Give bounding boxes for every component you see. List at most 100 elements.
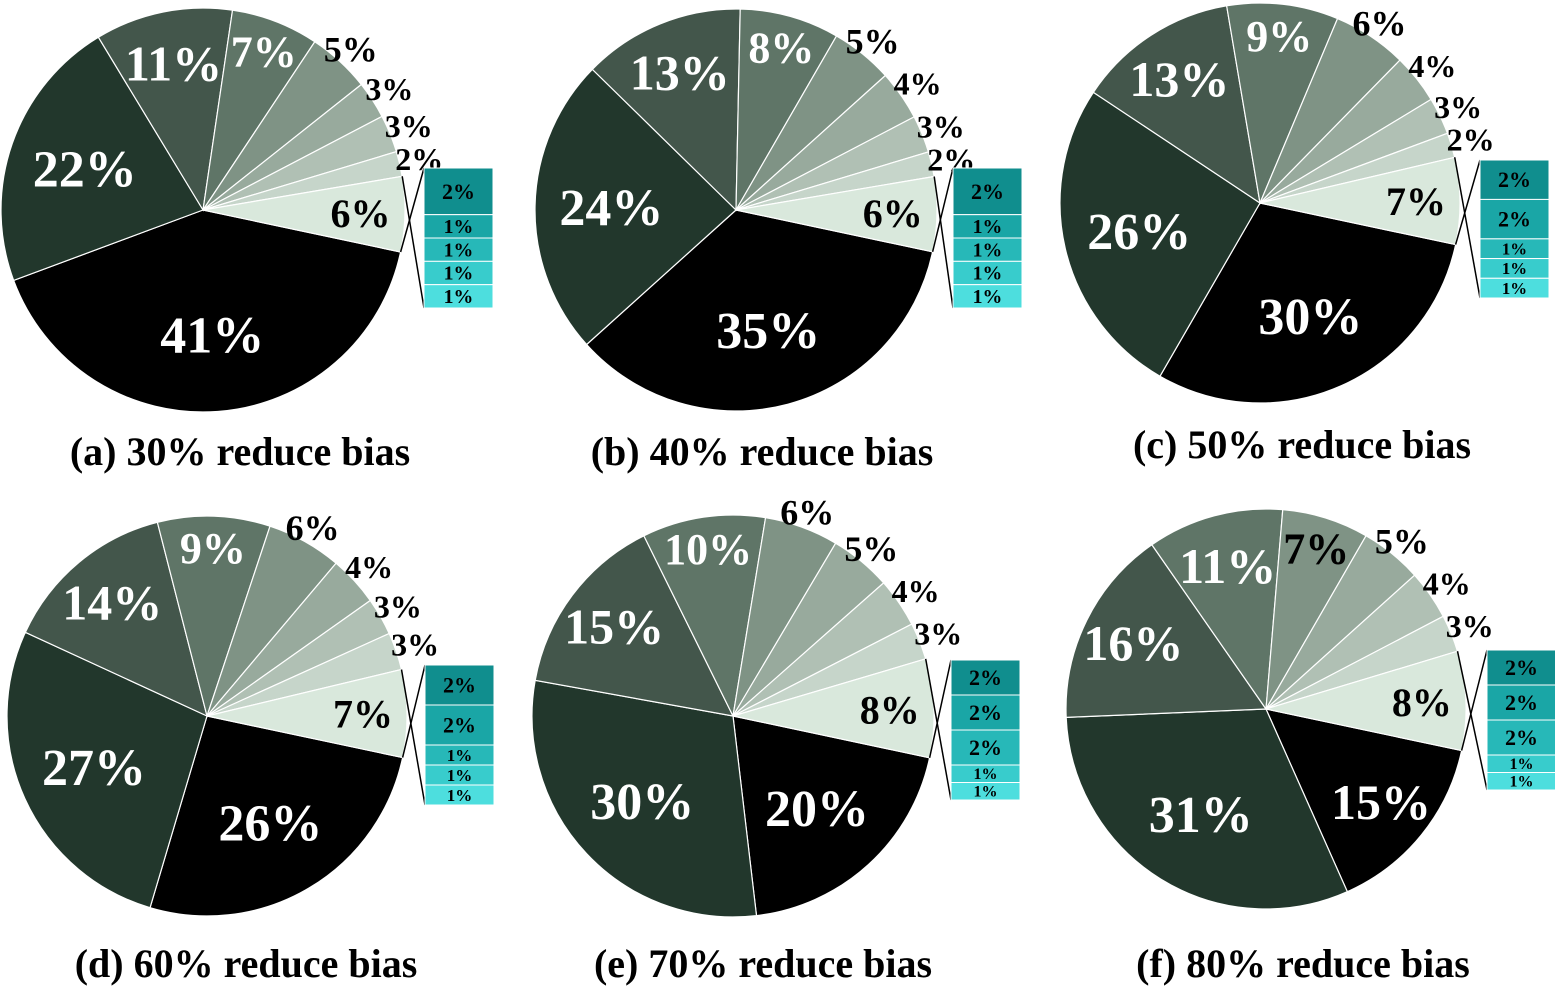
pie-slice (156, 515, 271, 719)
connector-line (1460, 649, 1488, 751)
breakout-label: 1% (444, 263, 474, 285)
pie-slice (1264, 708, 1463, 893)
pie-slice-label: 3% (391, 627, 439, 663)
pie-slice-label: 16% (1083, 615, 1183, 671)
breakout-segment (1486, 719, 1555, 756)
pie-slice-label: 30% (590, 774, 694, 831)
pie-slice-label: 7% (231, 28, 297, 77)
pie-slice-label: 13% (1129, 51, 1229, 107)
breakout-label: 2% (443, 713, 476, 738)
pie-slice-label: 35% (716, 303, 820, 360)
breakout-label: 2% (1498, 167, 1531, 192)
pie-slice (643, 514, 767, 718)
connector-line (1453, 157, 1481, 299)
pie-slice-label: 9% (180, 524, 246, 573)
pie-slice-label: 7% (333, 692, 393, 737)
pie-panel-1: 41%22%11% 7% 5%3%3%2%6% 2%1%1%1%1%(a) 30% r… (0, 7, 494, 474)
breakout-label: 1% (1510, 774, 1534, 791)
pie-slice-label: 6% (863, 191, 923, 236)
pie-slice-label: 6% (286, 508, 340, 548)
breakout-label: 1% (1502, 259, 1527, 278)
breakout-segment (424, 664, 495, 706)
breakout-label: 2% (971, 179, 1004, 204)
pie-slice-label: 9% (1246, 12, 1312, 61)
pie-slice (1065, 543, 1268, 719)
pie-slice (12, 209, 402, 413)
connector-line (401, 664, 426, 758)
breakout-segment (1479, 277, 1550, 299)
breakout-label: 1% (444, 216, 474, 238)
pie-slice-label: 14% (62, 574, 162, 630)
breakout-segment (950, 782, 1021, 801)
pie-slice-label: 41% (160, 308, 264, 365)
pie-slice-label: 26% (1087, 204, 1191, 261)
breakout-label: 1% (974, 784, 998, 801)
pie-slice-label: 31% (1149, 787, 1253, 844)
pie-slice (732, 715, 931, 917)
breakout-label: 1% (447, 746, 473, 765)
breakout-segment (424, 704, 495, 746)
chart-caption: (e) 70% reduce bias (594, 941, 932, 986)
pie-slice-label: 8% (748, 23, 814, 72)
pie-slice (24, 521, 208, 718)
pie-slice-label: 5% (324, 30, 378, 70)
breakout-label: 1% (1502, 239, 1527, 258)
pie-panel-3: 30%26%13%9% 6%4%3%2%7% 2%2%1%1%1%(c) 50% r… (1059, 2, 1550, 467)
chart-caption: (d) 60% reduce bias (75, 941, 418, 986)
pie-slice-label: 4% (894, 66, 942, 102)
pie-slice (1151, 508, 1284, 711)
pie-slice (1159, 202, 1457, 404)
breakout-label: 2% (1505, 725, 1538, 750)
pie-slice-label: 22% (33, 142, 137, 199)
breakout-label: 1% (973, 216, 1003, 238)
pie-slice-label: 4% (1408, 48, 1456, 84)
pie-slice-label: 6% (331, 191, 391, 236)
breakout-label: 1% (1502, 279, 1527, 298)
pie-slice-label: 3% (917, 108, 965, 144)
breakout-label: 1% (444, 239, 474, 261)
pie-slice-label: 8% (860, 687, 920, 732)
pie-slice-label: 5% (1375, 521, 1429, 561)
breakout-label: 2% (1505, 655, 1538, 680)
pie-slice-label: 7% (1283, 525, 1349, 574)
pie-slice-label: 13% (630, 44, 730, 100)
pie-slice-label: 6% (780, 492, 834, 532)
pie-slice-label: 5% (844, 529, 898, 569)
breakout-segment (952, 284, 1023, 309)
pie-slice-label: 11% (125, 36, 222, 92)
connector-line (400, 669, 426, 806)
pie-slice-label: 15% (1331, 774, 1431, 830)
chart-caption: (a) 30% reduce bias (70, 429, 410, 474)
breakout-label: 2% (442, 179, 475, 204)
breakout-label: 1% (974, 766, 998, 783)
breakout-label: 1% (447, 766, 473, 785)
breakout-segment (950, 659, 1021, 696)
pie-slice-label: 3% (365, 71, 413, 107)
pie-slice-label: 24% (559, 180, 663, 237)
pie-slice (97, 7, 234, 212)
pie-slice-label: 4% (1423, 565, 1471, 601)
pie-panel-4: 26%27%14%9% 6%4%3%3%7%2%2%1%1%1%(d) 60% r… (6, 508, 495, 986)
chart-caption: (c) 50% reduce bias (1133, 422, 1471, 467)
breakout-label: 1% (973, 263, 1003, 285)
pie-slice-label: 10% (664, 525, 752, 574)
pie-slice (0, 36, 204, 282)
pie-slice (585, 209, 934, 412)
chart-caption: (b) 40% reduce bias (591, 429, 934, 474)
breakout-label: 1% (1510, 756, 1534, 773)
connector-line (933, 176, 954, 309)
connector-line (931, 167, 954, 252)
pie-slice (1059, 91, 1261, 378)
connector-line (399, 167, 425, 253)
breakout-label: 2% (969, 735, 1002, 760)
pie-slice-label: 15% (564, 599, 664, 655)
chart-caption: (f) 80% reduce bias (1136, 941, 1470, 986)
pie-slice (591, 8, 741, 212)
pie-slice-label: 3% (1446, 608, 1494, 644)
pie-slice-label: 6% (1353, 3, 1407, 43)
pie-slice-label: 3% (374, 589, 422, 625)
pie-slice (149, 715, 404, 917)
connector-line (928, 659, 952, 758)
pie-slice-label: 3% (914, 616, 962, 652)
pie-panel-2: 35%24%13% 8% 5%4%3%2%6% 2%1%1%1%1%(b) 40% r… (534, 8, 1023, 474)
